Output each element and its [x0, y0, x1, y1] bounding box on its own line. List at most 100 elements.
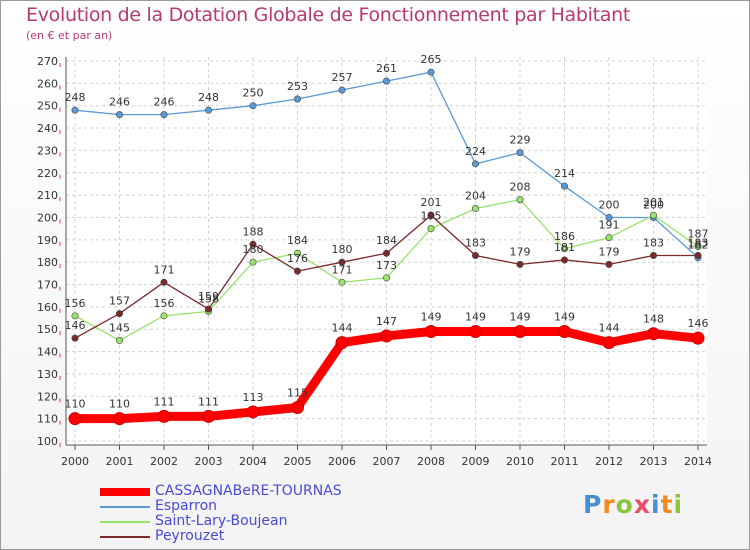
y-tick-label: 210: [37, 189, 58, 202]
series-point-2: [516, 196, 524, 204]
series-point-2: [382, 274, 390, 282]
series-point-3: [605, 260, 613, 268]
series-point-3: [160, 278, 168, 286]
legend-label-peyrouzet: Peyrouzet: [155, 528, 225, 544]
series-point-2: [427, 225, 435, 233]
y-tick-label: 250: [37, 100, 58, 113]
y-tick-label: 150: [37, 323, 58, 336]
data-label-3: 180: [332, 243, 353, 256]
series-point-1: [427, 68, 435, 76]
data-label-1: 224: [465, 145, 486, 158]
series-point-1: [293, 95, 301, 103]
series-point-3: [249, 240, 257, 248]
data-label-0: 149: [510, 310, 531, 323]
series-point-1: [249, 102, 257, 110]
series-point-1: [516, 149, 524, 157]
series-point-0: [558, 324, 571, 338]
data-label-2: 187: [688, 228, 709, 241]
data-label-1: 248: [198, 91, 219, 104]
y-tick-label: 240: [37, 122, 58, 135]
data-label-2: 158: [198, 292, 219, 305]
data-label-2: 191: [599, 219, 620, 232]
legend-swatch-esparron: [100, 506, 150, 508]
data-label-3: 181: [554, 241, 575, 254]
logo-letter: o: [615, 490, 634, 519]
data-label-2: 208: [510, 181, 531, 194]
data-label-1: 265: [421, 53, 442, 66]
x-tick-label: 2003: [195, 455, 223, 468]
y-tick-label: 140: [37, 346, 58, 359]
series-point-3: [293, 267, 301, 275]
data-label-3: 183: [465, 236, 486, 249]
x-tick-label: 2009: [462, 455, 490, 468]
y-tick-label: 130: [37, 368, 58, 381]
y-tick-label: 260: [37, 77, 58, 90]
data-label-1: 200: [599, 198, 620, 211]
data-label-3: 183: [643, 236, 664, 249]
y-tick-label: 160: [37, 301, 58, 314]
x-tick-label: 2010: [506, 455, 534, 468]
series-point-0: [424, 324, 438, 338]
series-point-1: [605, 213, 613, 221]
data-label-3: 159: [198, 290, 219, 303]
series-point-1: [471, 160, 479, 168]
data-label-1: 200: [643, 198, 664, 211]
data-label-2: 156: [154, 297, 175, 310]
y-tick-label: 180: [37, 256, 58, 269]
series-point-2: [160, 312, 168, 320]
legend-swatch-saint-lary: [100, 521, 150, 523]
series-point-2: [649, 211, 657, 219]
data-label-2: 171: [332, 263, 353, 276]
data-label-3: 188: [243, 225, 264, 238]
x-tick-label: 2000: [61, 455, 89, 468]
x-tick-label: 2001: [106, 455, 134, 468]
series-point-0: [380, 329, 393, 343]
data-label-3: 183: [688, 236, 709, 249]
data-label-3: 176: [287, 252, 308, 265]
series-point-1: [338, 86, 346, 94]
data-label-1: 246: [109, 96, 130, 109]
x-tick-label: 2008: [417, 455, 445, 468]
data-label-0: 149: [465, 310, 486, 323]
data-label-3: 184: [376, 234, 397, 247]
legend-item-esparron: Esparron: [100, 498, 430, 515]
legend-item-peyrouzet: Peyrouzet: [100, 528, 430, 545]
legend-label-cassagnabere: CASSAGNABeRE-TOURNAS: [155, 483, 342, 499]
series-point-0: [335, 336, 349, 350]
series-point-2: [560, 245, 568, 253]
series-point-3: [427, 211, 435, 219]
data-label-0: 148: [643, 313, 664, 326]
series-point-3: [649, 251, 657, 259]
series-point-3: [205, 305, 213, 313]
x-tick-label: 2013: [640, 455, 668, 468]
x-tick-label: 2004: [239, 455, 267, 468]
legend-label-saint-lary: Saint-Lary-Boujean: [155, 513, 288, 529]
y-tick-label: 100: [37, 435, 58, 448]
data-label-2: 145: [109, 321, 130, 334]
series-point-2: [471, 205, 479, 213]
data-label-0: 110: [65, 398, 86, 411]
series-point-3: [338, 258, 346, 266]
series-point-1: [160, 111, 168, 119]
series-point-0: [513, 324, 527, 338]
y-tick-label: 230: [37, 144, 58, 157]
series-point-0: [246, 405, 260, 419]
series-point-3: [71, 334, 79, 342]
series-point-2: [694, 243, 702, 251]
series-point-2: [605, 234, 613, 242]
data-label-1: 182: [688, 239, 709, 252]
x-tick-label: 2014: [684, 455, 712, 468]
series-point-3: [471, 251, 479, 259]
logo-letter: r: [602, 490, 616, 519]
data-label-0: 111: [198, 395, 219, 408]
data-label-3: 146: [65, 319, 86, 332]
legend-label-esparron: Esparron: [155, 498, 218, 514]
data-label-2: 186: [554, 230, 575, 243]
data-label-2: 184: [287, 234, 308, 247]
data-label-3: 171: [154, 263, 175, 276]
logo-letter: i: [673, 490, 684, 519]
data-label-1: 248: [65, 91, 86, 104]
data-label-2: 195: [421, 210, 442, 223]
proxiti-logo: Proxiti: [583, 490, 683, 519]
